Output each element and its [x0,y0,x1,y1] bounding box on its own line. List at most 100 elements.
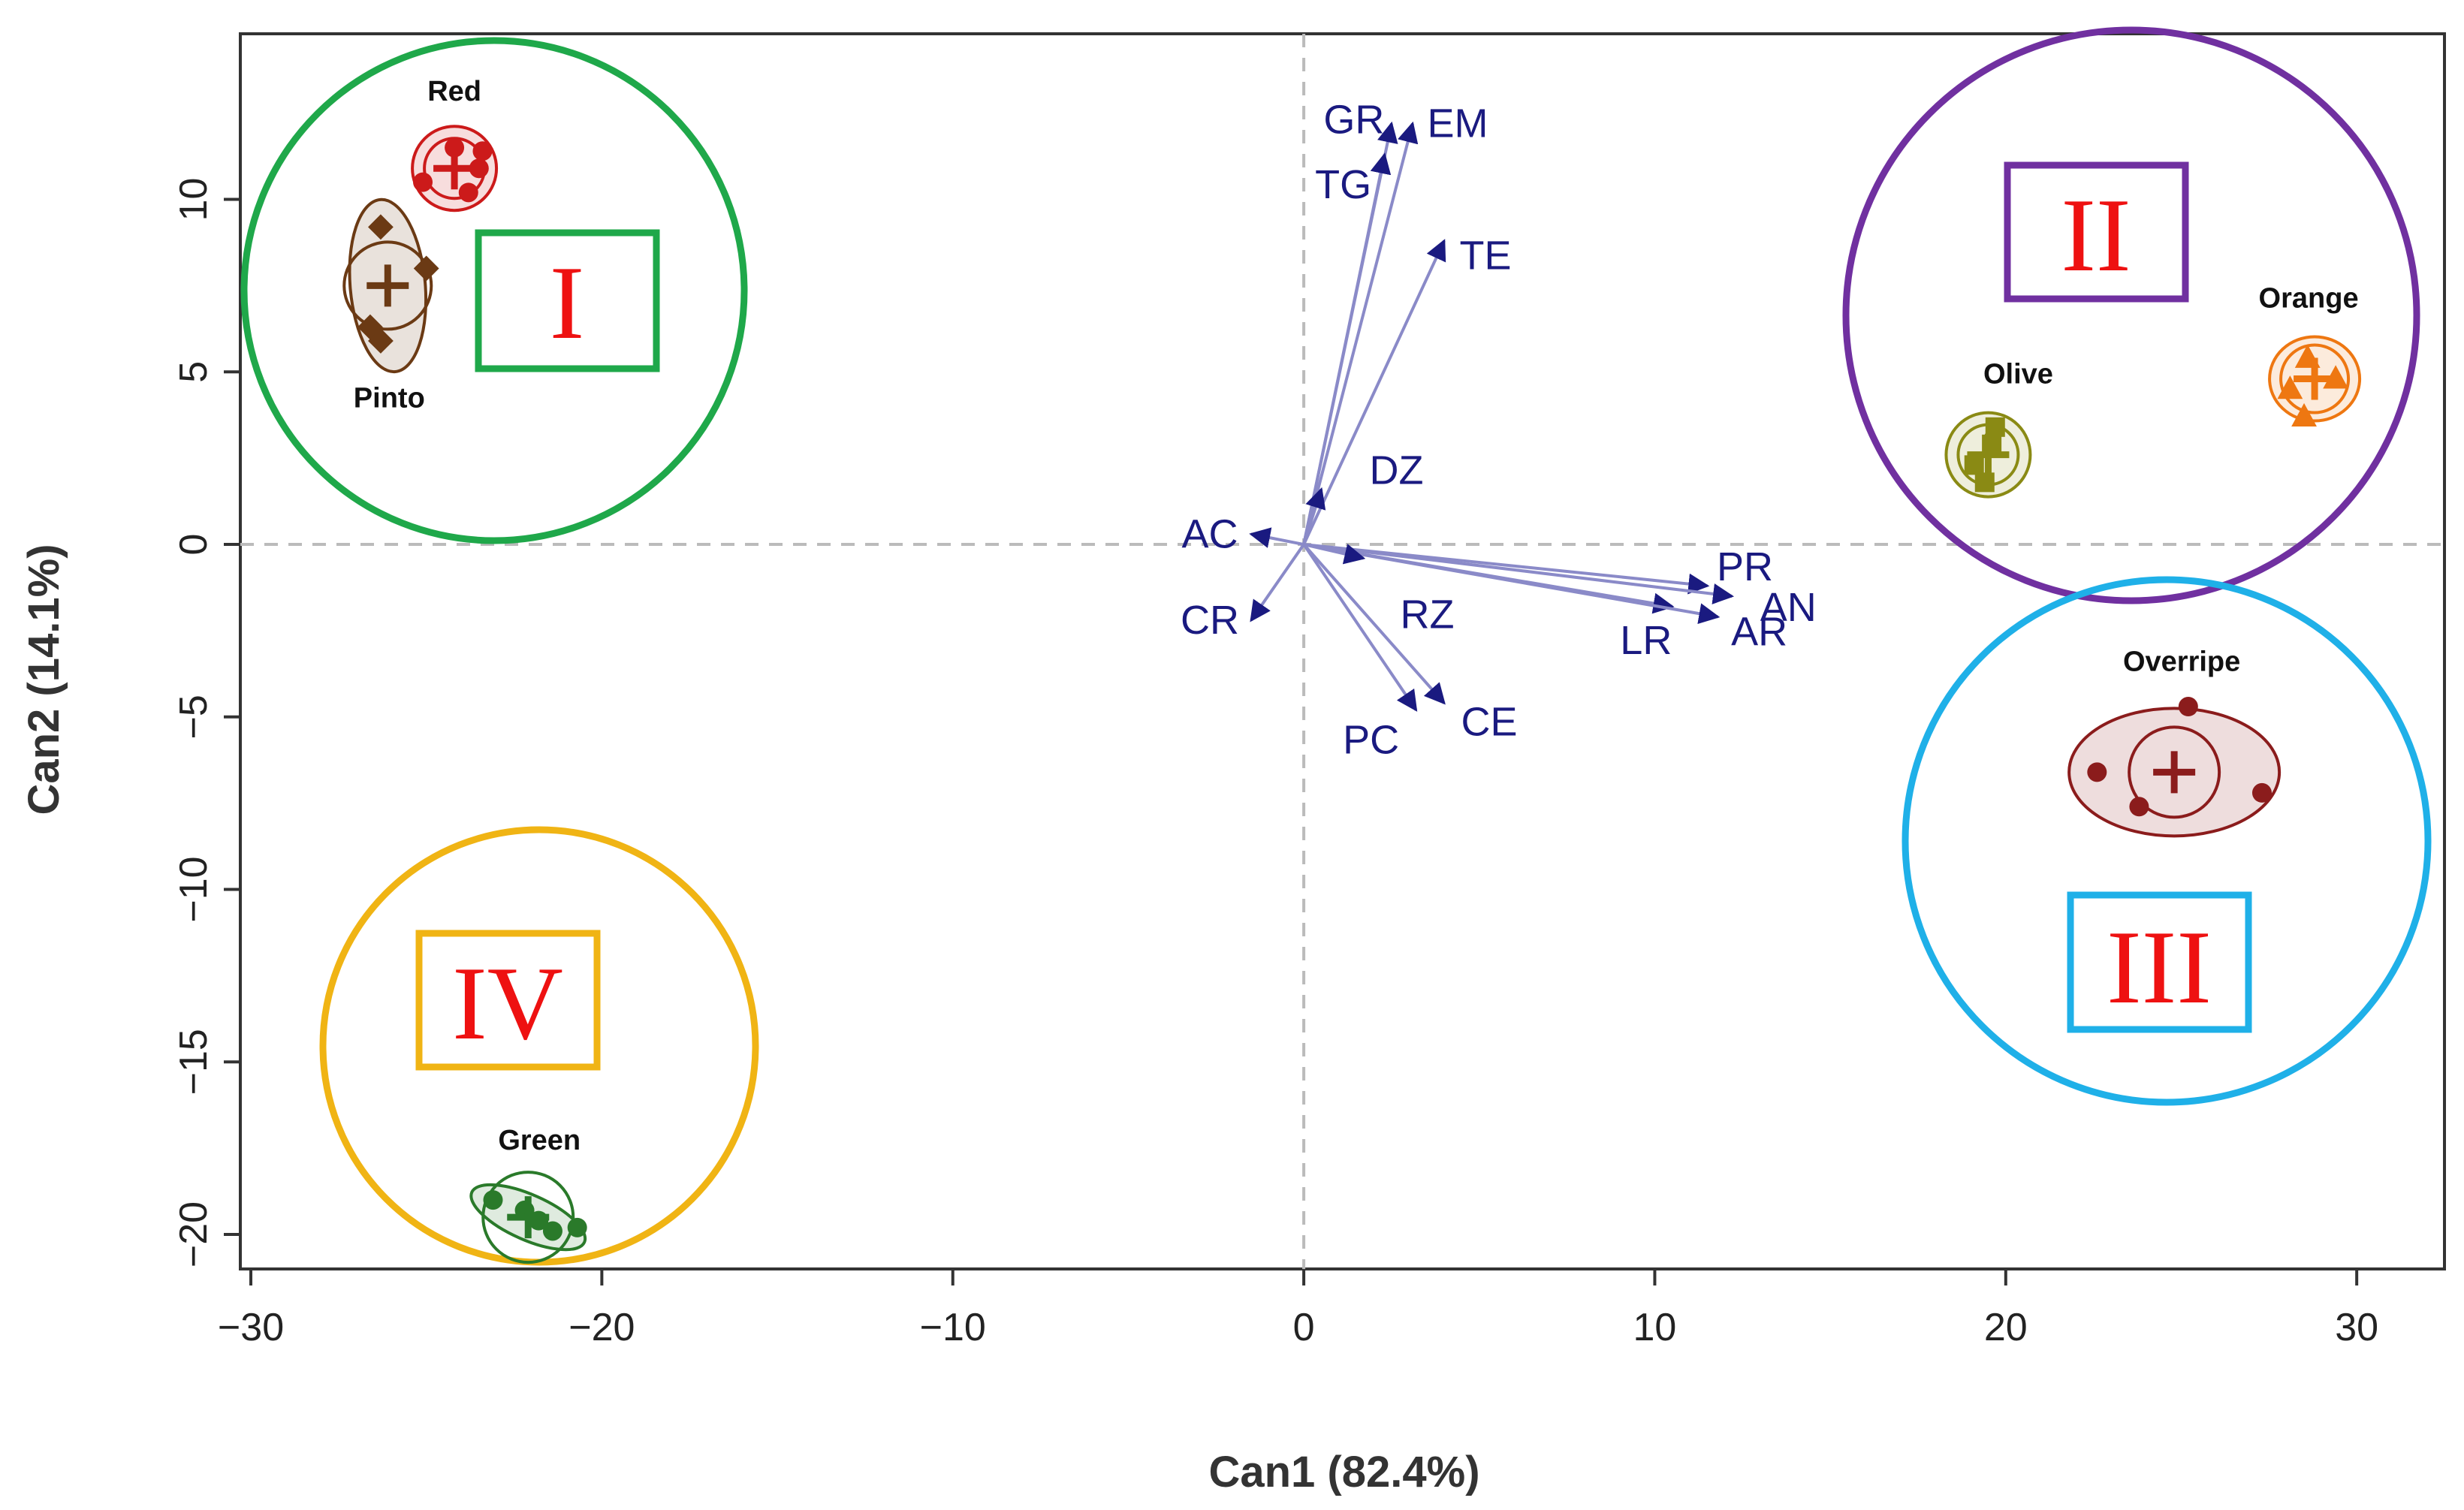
data-point [2129,797,2149,817]
x-tick-label: −10 [920,1306,986,1349]
vector-label-ar: AR [1731,610,1787,655]
vector-label-gr: GR [1323,97,1384,142]
cluster-I-circle [240,37,748,544]
data-point [1964,455,1984,475]
data-point [413,172,433,192]
cluster-IV-label: IV [452,945,563,1062]
vector-arrow-an [1303,543,1735,604]
cluster-II-label: II [2061,177,2131,294]
cluster-I-box [475,229,660,372]
y-tick-label: −5 [172,695,216,739]
vector-arrow-rz [1303,543,1366,565]
x-tick-label: 20 [1984,1306,2028,1349]
data-point [567,1217,587,1237]
cluster-labels: I II III IV [452,177,2212,1062]
vector-label-cr: CR [1181,598,1239,643]
vector-arrow-ac [1249,527,1304,548]
centroid-marker [2153,751,2196,794]
group-label: Overripe [2123,646,2240,677]
y-tick-label: 0 [172,534,216,556]
centroid-circle [342,240,433,331]
centroid-marker [2294,357,2336,400]
centroid-marker [366,264,409,307]
data-point [413,255,439,282]
data-point [2178,697,2198,717]
plot-frame [239,32,2446,1270]
data-point [529,1210,549,1231]
y-tick-label: −20 [172,1201,216,1267]
cluster-III-circle [1902,576,2432,1106]
cluster-II-box [2004,161,2189,303]
data-point [458,182,478,203]
data-point [2251,782,2272,803]
y-tick-label: −15 [172,1029,216,1095]
vector-arrow-tg [1302,152,1392,545]
centroid-marker [507,1196,550,1239]
vector-arrow-em [1302,121,1419,545]
x-tick-label: 0 [1293,1306,1315,1349]
x-axis-ticks: −30 −20 −10 0 10 20 30 [218,1269,2378,1349]
centroid-circle [481,1171,575,1264]
data-point [542,1221,562,1241]
vector-label-tg: TG [1315,162,1371,207]
group-overripe: Overripe [2067,646,2282,838]
x-tick-label: 10 [1633,1306,1677,1349]
group-label: Red [427,76,481,107]
group-pinto: Pinto [342,197,439,414]
vector-label-pc: PC [1343,718,1399,763]
vector-label-ac: AC [1181,511,1238,556]
centroid-marker [433,147,476,190]
cluster-I-label: I [550,245,585,361]
y-axis-title: Can2 (14.1%) [20,544,68,815]
data-point [483,1190,503,1210]
data-point [368,214,394,240]
group-markers: Red Pinto Olive Orange Overripe Green [342,76,2362,1264]
vector-arrow-te [1302,239,1446,545]
data-point [472,141,493,161]
cluster-III-label: III [2107,909,2212,1026]
group-label: Pinto [354,382,425,414]
data-point [2291,402,2317,427]
y-axis-ticks: −20 −15 −10 −5 0 5 10 [172,178,240,1267]
centroid-circle [2128,725,2221,819]
data-point [1985,417,2005,437]
cluster-III-box [2067,891,2252,1033]
x-tick-label: 30 [2335,1306,2378,1349]
y-tick-label: 10 [172,178,216,222]
vector-label-dz: DZ [1369,448,1423,493]
vector-label-em: EM [1427,101,1488,146]
vector-label-rz: RZ [1401,592,1455,637]
centroid-marker [1967,433,2010,476]
vector-label-ce: CE [1461,699,1518,744]
data-point [2277,375,2303,399]
data-point [2087,762,2107,782]
vector-label-an: AN [1760,585,1817,630]
vector-arrow-cr [1250,543,1305,622]
vector-arrow-ce [1302,543,1446,705]
vector-label-lr: LR [1620,618,1672,663]
vector-arrow-pc [1302,543,1418,712]
cluster-II-circle [1842,26,2420,604]
vector-label-te: TE [1460,234,1512,279]
centroid-circle [2279,343,2351,414]
data-point [2323,365,2349,389]
data-point [469,158,489,179]
y-tick-label: 5 [172,361,216,383]
x-tick-label: −30 [218,1306,284,1349]
group-green: Green [469,1125,587,1264]
cluster-IV-box [415,930,601,1071]
group-label: Orange [2259,282,2359,314]
vector-arrow-ar [1303,543,1721,624]
group-olive: Olive [1944,359,2053,499]
x-tick-label: −20 [568,1306,635,1349]
group-label: Green [498,1125,581,1156]
group-orange: Orange [2259,282,2362,427]
y-tick-label: −10 [172,856,216,922]
vector-arrow-dz [1302,487,1326,545]
group-red: Red [411,76,499,212]
cluster-circles [240,26,2432,1266]
group-label: Olive [1983,359,2053,390]
cluster-label-boxes [415,161,2252,1071]
